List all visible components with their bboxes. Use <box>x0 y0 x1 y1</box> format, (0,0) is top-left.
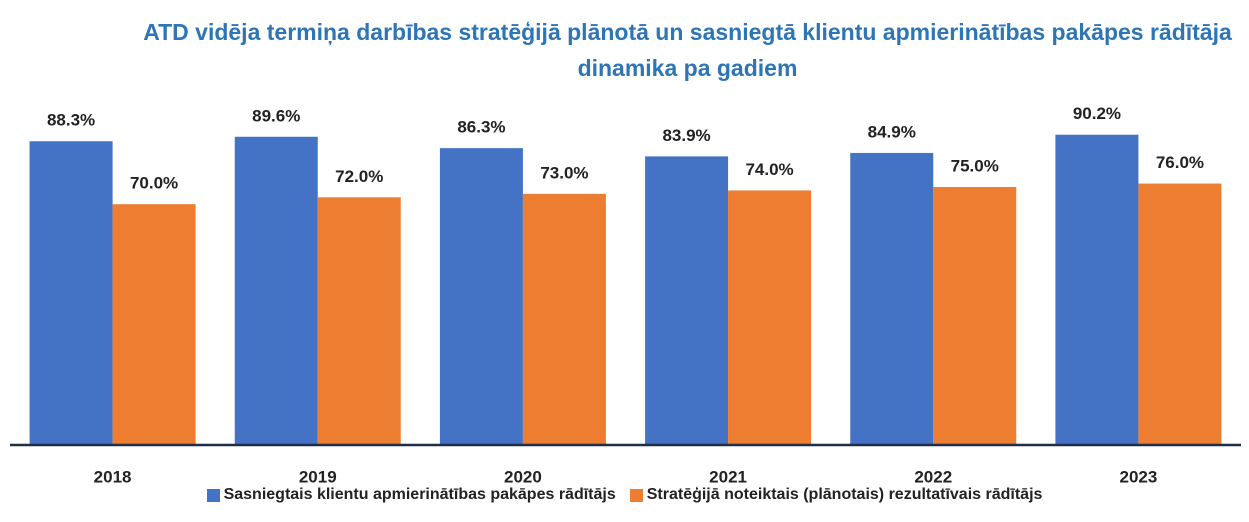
data-label: 72.0% <box>335 167 383 186</box>
data-label: 74.0% <box>745 160 793 179</box>
data-label: 84.9% <box>868 122 916 141</box>
bar <box>439 148 523 446</box>
bar <box>317 197 401 445</box>
data-label: 86.3% <box>457 118 505 137</box>
bar <box>1138 183 1222 445</box>
data-label: 75.0% <box>951 156 999 175</box>
bar <box>1055 134 1139 445</box>
bar <box>850 152 934 445</box>
data-label: 88.3% <box>47 111 95 130</box>
bar <box>933 187 1017 445</box>
legend: Sasniegtais klientu apmierinātības pakāp… <box>0 486 1249 504</box>
bar <box>29 141 113 446</box>
x-tick-label: 2023 <box>1120 467 1158 486</box>
x-tick-label: 2020 <box>504 467 542 486</box>
data-label: 89.6% <box>252 106 300 125</box>
x-tick-label: 2019 <box>299 467 337 486</box>
data-label: 90.2% <box>1073 104 1121 123</box>
data-label: 70.0% <box>130 174 178 193</box>
bar <box>645 156 729 445</box>
data-label: 76.0% <box>1156 153 1204 172</box>
legend-swatch <box>206 488 220 502</box>
legend-label: Sasniegtais klientu apmierinātības pakāp… <box>223 486 616 503</box>
bar <box>112 204 196 445</box>
chart-title: ATD vidēja termiņa darbības stratēģijā p… <box>143 19 1232 81</box>
x-tick-label: 2018 <box>94 467 132 486</box>
legend-item: Stratēģijā noteiktais (plānotais) rezult… <box>629 486 1043 504</box>
x-tick-label: 2021 <box>709 467 747 486</box>
bar <box>728 190 812 445</box>
legend-item: Sasniegtais klientu apmierinātības pakāp… <box>206 486 616 504</box>
legend-label: Stratēģijā noteiktais (plānotais) rezult… <box>646 486 1043 503</box>
x-tick-label: 2022 <box>914 467 952 486</box>
bar <box>522 193 606 445</box>
bar <box>234 136 318 445</box>
data-label: 73.0% <box>540 163 588 182</box>
legend-swatch <box>629 488 643 502</box>
data-label: 83.9% <box>662 126 710 145</box>
